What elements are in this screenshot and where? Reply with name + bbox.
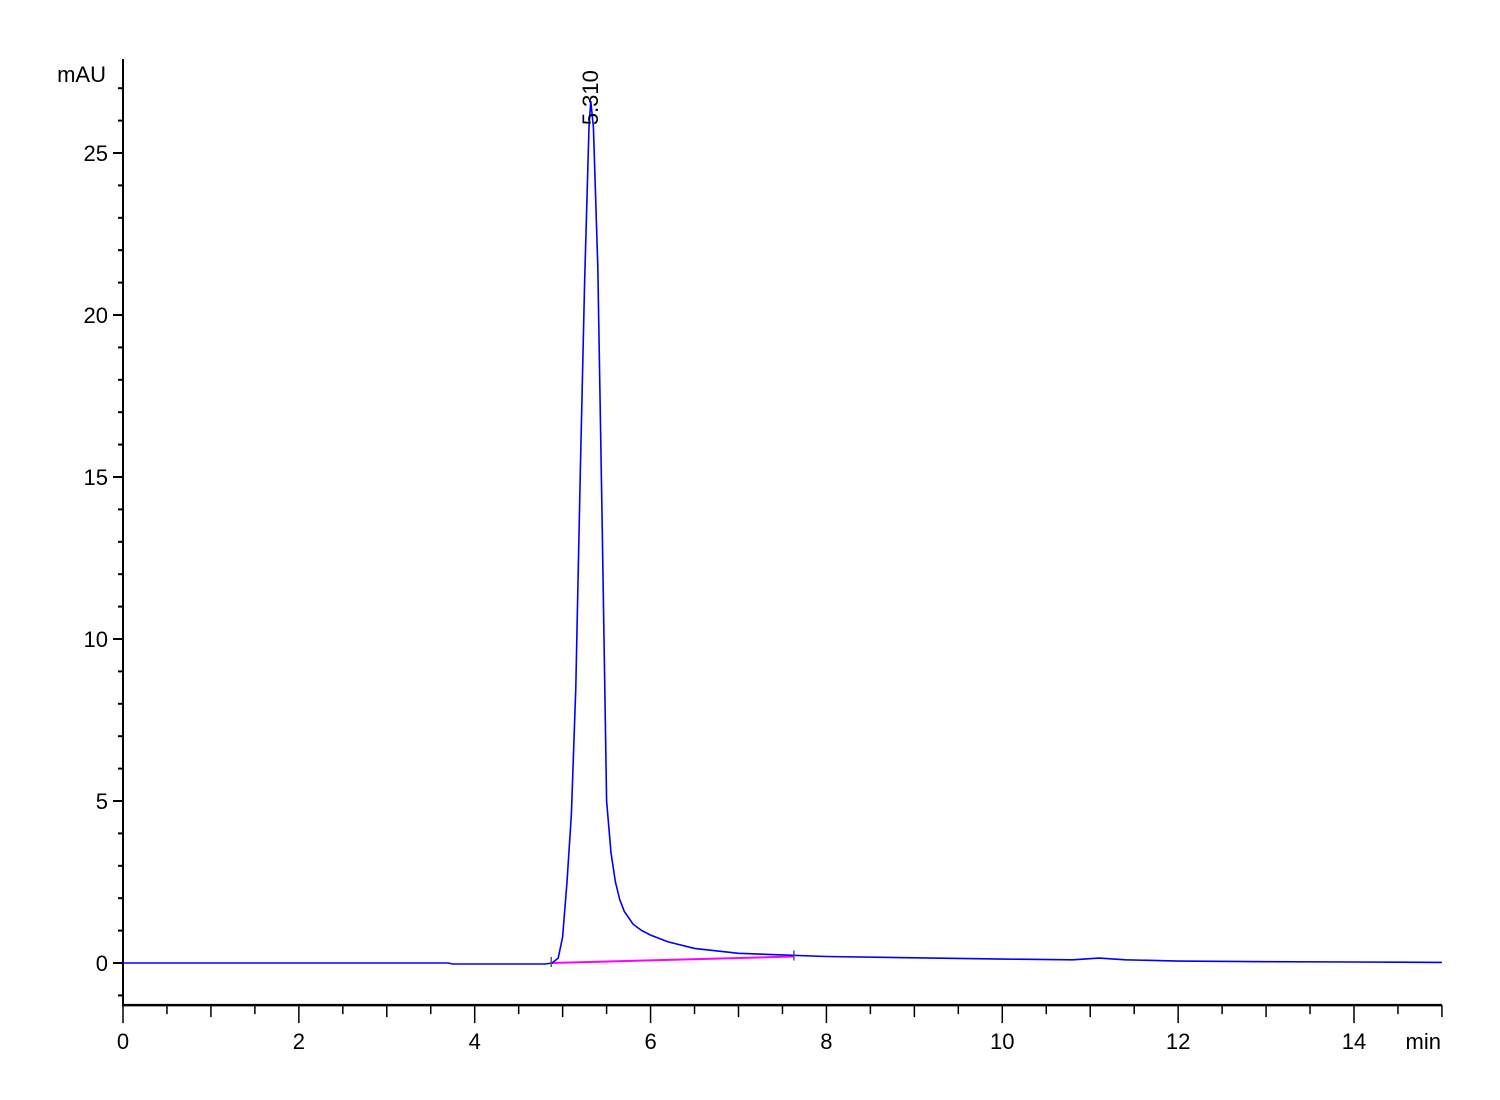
axes: 0 5 10 15 20 25 0 2 4 6 8 10 12 14: [84, 59, 1443, 1054]
peak-annotations: 5.310: [550, 70, 795, 967]
x-tick-label: 8: [820, 1029, 832, 1054]
y-tick-label: 10: [84, 627, 108, 652]
integration-baseline: [551, 955, 794, 964]
y-tick-label: 5: [96, 789, 108, 814]
x-tick-label: 0: [117, 1029, 129, 1054]
x-tick-label: 6: [644, 1029, 656, 1054]
x-tick-label: 4: [469, 1029, 481, 1054]
x-tick-label: 2: [293, 1029, 305, 1054]
signal-trace: [123, 101, 1442, 965]
x-tick-label: 14: [1342, 1029, 1366, 1054]
x-tick-label: 10: [990, 1029, 1014, 1054]
y-tick-label: 15: [84, 465, 108, 490]
y-axis-unit-label: mAU: [57, 62, 106, 87]
peak-retention-time-label: 5.310: [578, 70, 603, 125]
y-tick-label: 25: [84, 141, 108, 166]
y-tick-label: 20: [84, 303, 108, 328]
x-tick-label: 12: [1166, 1029, 1190, 1054]
x-axis-unit-label: min: [1406, 1029, 1441, 1054]
y-tick-label: 0: [96, 951, 108, 976]
